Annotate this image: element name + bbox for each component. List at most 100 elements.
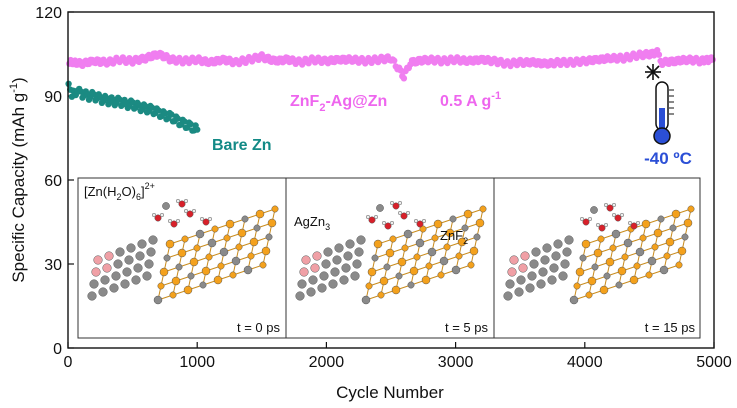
atom bbox=[255, 209, 265, 219]
atom bbox=[551, 251, 561, 261]
atom bbox=[389, 200, 395, 206]
atom bbox=[663, 252, 671, 260]
atom bbox=[531, 247, 541, 257]
atom bbox=[241, 215, 249, 223]
atom bbox=[603, 272, 611, 280]
atom bbox=[630, 222, 638, 230]
x-tick-label: 5000 bbox=[696, 354, 732, 371]
atom bbox=[225, 219, 235, 229]
atom bbox=[681, 233, 689, 241]
atom bbox=[133, 263, 143, 273]
atom bbox=[113, 259, 123, 269]
series-label-znf2: ZnF2-Ag@Zn bbox=[290, 93, 387, 114]
series-bare-zn bbox=[65, 80, 201, 134]
atom bbox=[397, 200, 403, 206]
atom bbox=[573, 282, 581, 290]
atom bbox=[217, 262, 225, 270]
atom bbox=[175, 263, 183, 271]
atom bbox=[104, 251, 114, 261]
atom bbox=[308, 275, 318, 285]
atom bbox=[467, 261, 475, 269]
atom bbox=[195, 229, 205, 239]
atom bbox=[549, 263, 559, 273]
atom bbox=[339, 275, 349, 285]
atom bbox=[183, 208, 189, 214]
atom bbox=[183, 198, 189, 204]
atom bbox=[111, 271, 121, 281]
atom bbox=[334, 243, 344, 253]
inset-time-5: t = 5 ps bbox=[445, 320, 488, 335]
atom bbox=[89, 279, 99, 289]
atom bbox=[627, 220, 633, 226]
inset-time-0: t = 0 ps bbox=[237, 320, 280, 335]
data-point bbox=[181, 118, 188, 125]
atom bbox=[373, 239, 383, 249]
atom bbox=[405, 210, 411, 216]
atom bbox=[178, 200, 186, 208]
atom bbox=[445, 228, 455, 238]
atom bbox=[657, 215, 665, 223]
atom bbox=[159, 267, 169, 277]
atom bbox=[419, 225, 427, 233]
md-simulation-inset: [Zn(H2O)6]2+ AgZn3 ZnF2 t = 0 ps t = 5 p… bbox=[77, 177, 701, 339]
atom bbox=[645, 271, 653, 279]
atom bbox=[427, 247, 437, 257]
x-tick-label: 2000 bbox=[309, 354, 345, 371]
data-point bbox=[155, 107, 162, 114]
atom bbox=[199, 281, 207, 289]
tick-labels: 0 1000 2000 3000 4000 5000 0 30 60 90 120 bbox=[35, 5, 732, 371]
atom bbox=[124, 255, 134, 265]
atom bbox=[87, 291, 97, 301]
atom bbox=[671, 209, 681, 219]
atom bbox=[553, 239, 563, 249]
atom bbox=[587, 276, 597, 286]
atom bbox=[579, 254, 587, 262]
atom bbox=[585, 291, 593, 299]
atom bbox=[93, 255, 103, 265]
atom bbox=[651, 243, 659, 251]
atom bbox=[400, 212, 408, 220]
atom bbox=[595, 222, 601, 228]
atom bbox=[503, 291, 513, 301]
atom bbox=[635, 220, 641, 226]
atom bbox=[564, 235, 574, 245]
x-axis-label: Cycle Number bbox=[336, 383, 444, 402]
atom bbox=[223, 234, 231, 242]
atom bbox=[401, 244, 409, 252]
atom bbox=[381, 220, 387, 226]
y-axis-label: Specific Capacity (mAh g-1) bbox=[8, 77, 28, 282]
atom bbox=[606, 204, 614, 212]
atom bbox=[365, 214, 371, 220]
inset-time-15: t = 15 ps bbox=[645, 320, 696, 335]
atom bbox=[569, 295, 579, 305]
atom bbox=[175, 218, 181, 224]
atom bbox=[237, 228, 247, 238]
atom bbox=[109, 283, 119, 293]
atom bbox=[301, 255, 311, 265]
inset-agzn3-label: AgZn3 bbox=[294, 214, 330, 232]
atom bbox=[403, 229, 413, 239]
thermometer-icon bbox=[653, 81, 674, 145]
atom bbox=[675, 261, 683, 269]
atom bbox=[345, 239, 355, 249]
y-tick-label: 120 bbox=[35, 5, 62, 22]
atom bbox=[207, 238, 217, 248]
atom bbox=[389, 235, 397, 243]
atom bbox=[207, 216, 213, 222]
atom bbox=[100, 275, 110, 285]
atom bbox=[558, 271, 568, 281]
atom bbox=[615, 281, 623, 289]
atom bbox=[211, 225, 219, 233]
series-znf2-ag-zn bbox=[66, 47, 716, 82]
atom bbox=[148, 235, 158, 245]
atom bbox=[425, 262, 433, 270]
inset-znf2-label: ZnF2 bbox=[440, 228, 468, 246]
atom bbox=[395, 272, 403, 280]
atom bbox=[529, 259, 539, 269]
atom bbox=[505, 279, 515, 289]
atom bbox=[385, 248, 395, 258]
atom bbox=[579, 216, 585, 222]
atom bbox=[617, 266, 627, 276]
atom bbox=[181, 235, 189, 243]
atom bbox=[397, 257, 407, 267]
